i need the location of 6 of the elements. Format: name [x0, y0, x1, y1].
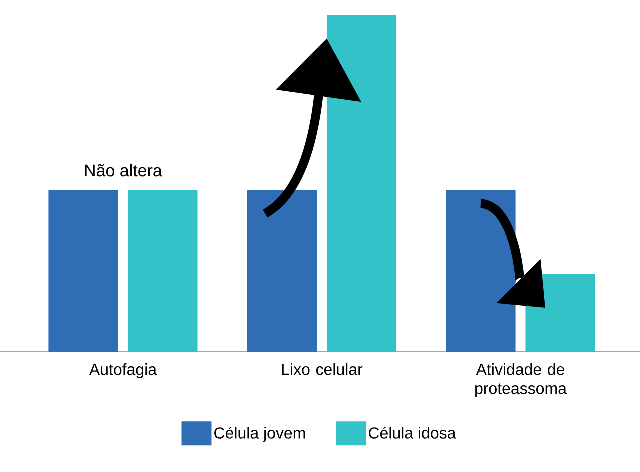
annotation: Não altera [85, 164, 162, 177]
x-tick-label: Lixo celular [282, 364, 363, 376]
legend-label: Célula idosa [369, 426, 456, 439]
x-tick-label: Atividade de proteassoma [476, 364, 567, 398]
legend-label: Célula jovem [214, 426, 306, 442]
x-tick-label: Autofagia [89, 364, 158, 378]
